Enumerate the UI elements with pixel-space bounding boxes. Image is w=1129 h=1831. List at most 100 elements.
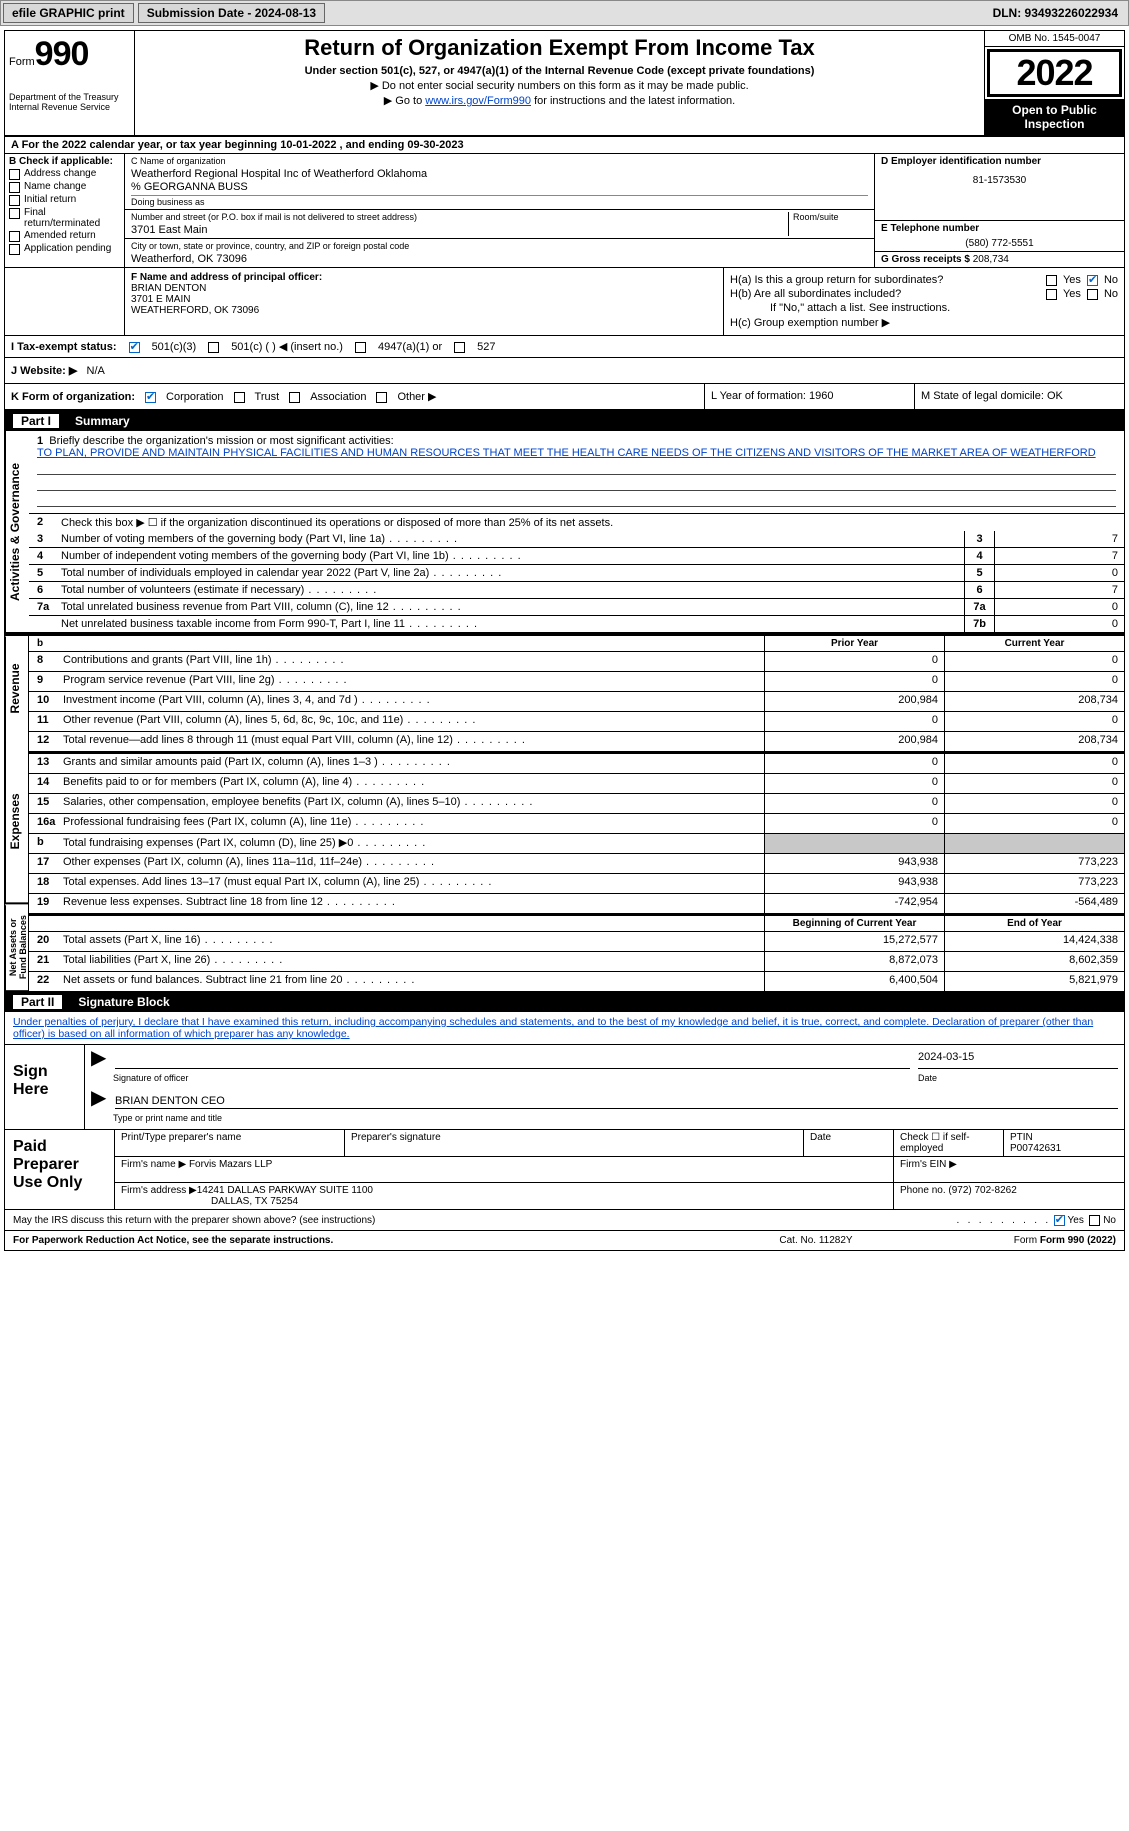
lbl-address-change: Address change — [24, 168, 96, 179]
exp-line-17: 17Other expenses (Part IX, column (A), l… — [29, 854, 1124, 874]
chk-527[interactable] — [454, 342, 465, 353]
ha-no: No — [1104, 274, 1118, 286]
firm-addr2: DALLAS, TX 75254 — [211, 1196, 298, 1207]
m-state-domicile: M State of legal domicile: OK — [914, 384, 1124, 409]
exp-line-b: bTotal fundraising expenses (Part IX, co… — [29, 834, 1124, 854]
header-center: Return of Organization Exempt From Incom… — [135, 31, 984, 135]
sign-here-label: Sign Here — [5, 1045, 85, 1129]
note-ssn: ▶ Do not enter social security numbers o… — [143, 79, 976, 92]
na-line-22: 22Net assets or fund balances. Subtract … — [29, 972, 1124, 992]
dba-lbl: Doing business as — [131, 195, 868, 207]
signature-line[interactable] — [115, 1051, 910, 1069]
part-i-header: Part I Summary — [5, 411, 1124, 431]
open-to-public: Open to Public Inspection — [985, 99, 1124, 135]
line2-t: Check this box ▶ ☐ if the organization d… — [61, 516, 1116, 529]
chk-501c[interactable] — [208, 342, 219, 353]
lbl-assoc: Association — [310, 391, 366, 403]
part-i-financials: Revenue Expenses Net Assets or Fund Bala… — [5, 634, 1124, 992]
chk-initial[interactable] — [9, 195, 20, 206]
rev-line-10: 10Investment income (Part VIII, column (… — [29, 692, 1124, 712]
exp-line-19: 19Revenue less expenses. Subtract line 1… — [29, 894, 1124, 914]
ein-value: 81-1573530 — [881, 175, 1118, 186]
chk-other[interactable] — [376, 392, 387, 403]
row-a-end: 09-30-2023 — [407, 139, 463, 151]
form-ref-val: Form 990 (2022) — [1040, 1235, 1116, 1246]
sig-officer-lbl: Signature of officer — [113, 1073, 896, 1083]
lbl-initial: Initial return — [24, 194, 76, 205]
chk-corp[interactable] — [145, 392, 156, 403]
dln-label: DLN: 93493226022934 — [993, 6, 1118, 20]
ha-yes: Yes — [1063, 274, 1081, 286]
fin-hdr-current: Current Year — [944, 636, 1124, 651]
part-i-num: Part I — [13, 414, 59, 428]
submission-date-button[interactable]: Submission Date - 2024-08-13 — [138, 3, 325, 23]
street-lbl: Number and street (or P.O. box if mail i… — [131, 212, 417, 222]
gross-lbl: G Gross receipts $ — [881, 254, 973, 265]
efile-button[interactable]: efile GRAPHIC print — [3, 3, 134, 23]
section-fh: F Name and address of principal officer:… — [5, 268, 1124, 336]
line-1-mission: 1 Briefly describe the organization's mi… — [29, 431, 1124, 514]
top-toolbar: efile GRAPHIC print Submission Date - 20… — [0, 0, 1129, 26]
lbl-4947: 4947(a)(1) or — [378, 341, 442, 353]
street-address: 3701 East Main — [131, 224, 788, 236]
gov-line-3: 3Number of voting members of the governi… — [29, 531, 1124, 548]
column-h-group: H(a) Is this a group return for subordin… — [724, 268, 1124, 335]
row-a-mid: , and ending — [336, 139, 407, 151]
ha-no-chk[interactable] — [1087, 275, 1098, 286]
rev-line-12: 12Total revenue—add lines 8 through 11 (… — [29, 732, 1124, 752]
tax-year: 2022 — [987, 49, 1122, 97]
discuss-yes-chk[interactable] — [1054, 1215, 1065, 1226]
sig-date-lbl: Date — [918, 1073, 1118, 1083]
row-a-tax-year: A For the 2022 calendar year, or tax yea… — [5, 137, 1124, 154]
blank-line-1 — [37, 461, 1116, 475]
chk-pending[interactable] — [9, 244, 20, 255]
form-subtitle: Under section 501(c), 527, or 4947(a)(1)… — [143, 65, 976, 77]
gov-line-7b: Net unrelated business taxable income fr… — [29, 616, 1124, 632]
discuss-no-chk[interactable] — [1089, 1215, 1100, 1226]
j-label: J Website: ▶ — [11, 365, 77, 377]
chk-address-change[interactable] — [9, 169, 20, 180]
hb-label: H(b) Are all subordinates included? — [730, 288, 1040, 300]
ptin-value: P00742631 — [1010, 1143, 1061, 1154]
dept-label: Department of the Treasury — [9, 92, 130, 102]
sig-arrow-1: ▶ — [91, 1051, 107, 1069]
fin-hdr-boy: Beginning of Current Year — [764, 916, 944, 931]
chk-final[interactable] — [9, 208, 20, 219]
chk-4947[interactable] — [355, 342, 366, 353]
firm-phone-lbl: Phone no. — [900, 1185, 948, 1196]
chk-501c3[interactable] — [129, 342, 140, 353]
ha-yes-chk[interactable] — [1046, 275, 1057, 286]
omb-number: OMB No. 1545-0047 — [985, 31, 1124, 47]
exp-line-15: 15Salaries, other compensation, employee… — [29, 794, 1124, 814]
chk-assoc[interactable] — [289, 392, 300, 403]
part-i-activities-gov: Activities & Governance 1 Briefly descri… — [5, 431, 1124, 634]
chk-trust[interactable] — [234, 392, 245, 403]
signature-intro: Under penalties of perjury, I declare th… — [5, 1012, 1124, 1045]
na-line-21: 21Total liabilities (Part X, line 26)8,8… — [29, 952, 1124, 972]
lbl-527: 527 — [477, 341, 495, 353]
header-left: Form990 Department of the Treasury Inter… — [5, 31, 135, 135]
hb-no-chk[interactable] — [1087, 289, 1098, 300]
hb-yes-chk[interactable] — [1046, 289, 1057, 300]
gov-line-5: 5Total number of individuals employed in… — [29, 565, 1124, 582]
firm-ein-lbl: Firm's EIN ▶ — [894, 1157, 1124, 1182]
sig-name-value: BRIAN DENTON CEO — [115, 1091, 1118, 1109]
lbl-name-change: Name change — [24, 181, 86, 192]
part-ii-title: Signature Block — [78, 995, 169, 1009]
vtab-expenses: Expenses — [5, 740, 29, 904]
irs-link[interactable]: www.irs.gov/Form990 — [425, 95, 531, 107]
firm-name-value: Forvis Mazars LLP — [189, 1159, 272, 1170]
chk-amended[interactable] — [9, 231, 20, 242]
note2-pre: ▶ Go to — [384, 95, 425, 107]
rev-line-11: 11Other revenue (Part VIII, column (A), … — [29, 712, 1124, 732]
hc-label: H(c) Group exemption number ▶ — [730, 316, 890, 329]
header-right: OMB No. 1545-0047 2022 Open to Public In… — [984, 31, 1124, 135]
firm-name-lbl: Firm's name ▶ — [121, 1159, 189, 1170]
fin-hdr-prior: Prior Year — [764, 636, 944, 651]
form-990: Form990 Department of the Treasury Inter… — [4, 30, 1125, 1251]
blank-line-2 — [37, 477, 1116, 491]
part-i-title: Summary — [75, 414, 130, 428]
phone-lbl: E Telephone number — [881, 223, 979, 234]
f-label: F Name and address of principal officer: — [131, 272, 322, 283]
chk-name-change[interactable] — [9, 182, 20, 193]
